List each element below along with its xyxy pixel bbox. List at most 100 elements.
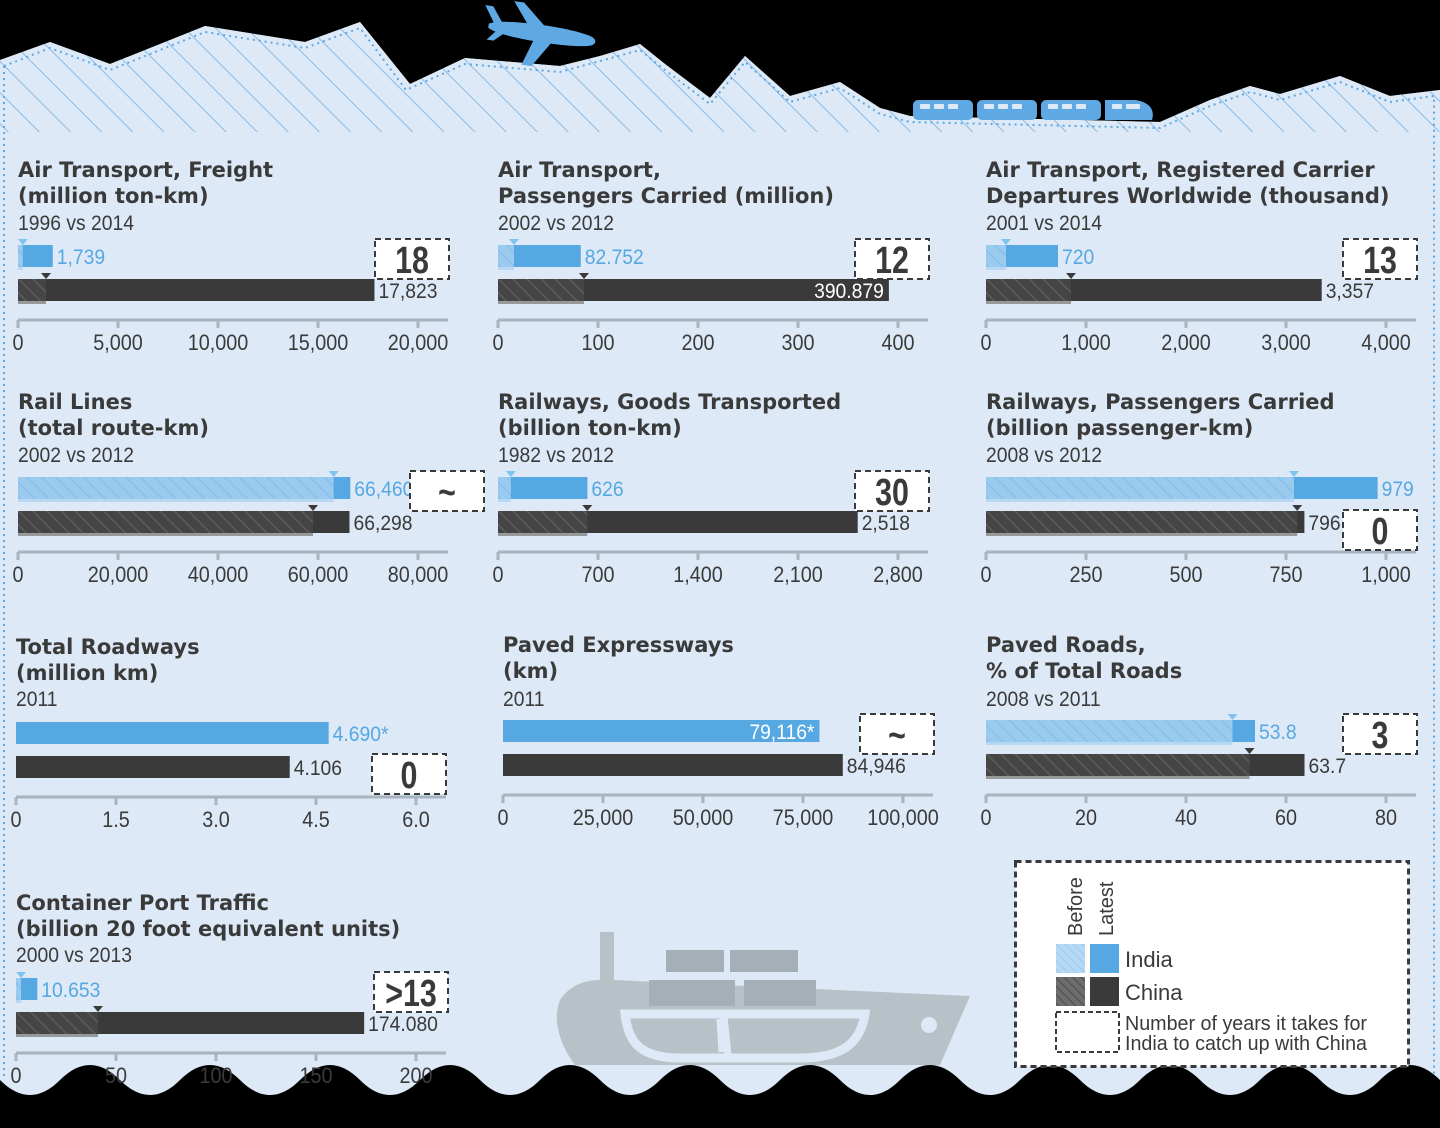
years-to-catch-up-value: ~: [438, 472, 456, 514]
legend-china-before-swatch: [1056, 977, 1085, 1006]
chart-title: Air Transport, Passengers Carried (milli…: [498, 158, 834, 208]
x-tick-label: 700: [581, 563, 614, 587]
china-latest-bar: [498, 511, 858, 533]
x-tick-label: 25,000: [573, 806, 634, 830]
chart-panel: Railways, Passengers Carried (billion pa…: [980, 389, 1436, 614]
china-latest-bar: [18, 279, 375, 301]
chart-title: Paved Expressways (km): [503, 633, 734, 683]
chart-title: Rail Lines (total route-km): [18, 390, 209, 440]
india-before-marker: [328, 471, 339, 477]
india-value-label: 66,460: [354, 478, 413, 501]
bar-chart: 979 796 0 250 500 750 1,000 0: [980, 471, 1418, 587]
x-tick-label: 80: [1375, 806, 1397, 830]
bar-chart: 79,116* 84,946 0 25,000 50,000 75,000 100,000 ~: [497, 713, 939, 830]
legend-years-swatch: [1055, 1011, 1120, 1053]
india-before-overlap: [986, 477, 1294, 499]
years-to-catch-up-badge: 30: [854, 470, 930, 514]
years-to-catch-up-value: ~: [888, 715, 906, 757]
china-value-label: 3,357: [1326, 280, 1374, 303]
x-tick-label: 100,000: [867, 806, 939, 830]
chart-panel: Rail Lines (total route-km) 2002 vs 2012 6…: [12, 389, 485, 614]
years-to-catch-up-badge: 3: [1342, 713, 1418, 757]
china-before-overlap: [498, 511, 588, 533]
x-tick-label: 0: [980, 331, 991, 355]
x-tick-label: 3.0: [202, 808, 230, 832]
x-tick-label: 75,000: [773, 806, 834, 830]
years-to-catch-up-badge: ~: [409, 470, 485, 514]
x-tick-label: 80,000: [388, 563, 449, 587]
bar-chart: 10.653 174.080 0 50 100 150 200 >13: [10, 971, 449, 1088]
bar-chart: 82.752 390.879 0 100 200 300 400 12: [492, 238, 930, 355]
chart-subtitle: 2008 vs 2012: [986, 444, 1103, 467]
china-before-overlap: [986, 511, 1298, 533]
x-tick-label: 20: [1075, 806, 1097, 830]
x-tick-label: 0: [492, 563, 503, 587]
bar-chart: 1,739 17,823 0 5,000 10,000 15,000 20,000 18: [12, 238, 450, 355]
chart-title: Railways, Goods Transported (billion ton…: [498, 390, 842, 440]
mountain-hatch: [0, 22, 1440, 135]
india-value-label: 53.8: [1259, 721, 1297, 744]
india-before-marker: [505, 471, 516, 477]
airplane-icon: [485, 1, 596, 67]
china-before-marker: [1292, 505, 1303, 511]
legend-china-latest-swatch: [1090, 977, 1119, 1006]
india-before-overlap: [498, 245, 514, 267]
years-to-catch-up-badge: >13: [373, 971, 449, 1015]
x-tick-label: 60: [1275, 806, 1297, 830]
x-tick-label: 1,000: [1361, 563, 1411, 587]
china-before-overlap: [16, 1012, 98, 1034]
china-before-marker: [41, 273, 51, 279]
years-to-catch-up-badge: 18: [374, 238, 450, 282]
china-before-overlap: [18, 511, 313, 533]
india-before-marker: [1001, 239, 1011, 245]
years-to-catch-up-badge: ~: [859, 713, 935, 757]
x-tick-label: 0: [10, 808, 21, 832]
x-tick-label: 4,000: [1361, 331, 1411, 355]
years-to-catch-up-badge: 0: [371, 753, 447, 797]
india-value-label: 979: [1382, 478, 1414, 501]
x-tick-label: 300: [781, 331, 814, 355]
x-tick-label: 20,000: [88, 563, 149, 587]
x-tick-label: 50: [105, 1064, 127, 1088]
legend-latest-label: Latest: [1096, 881, 1118, 936]
india-latest-bar: [16, 722, 329, 744]
chart-subtitle: 2002 vs 2012: [498, 212, 615, 235]
china-value-label: 63.7: [1309, 755, 1347, 778]
x-tick-label: 400: [881, 331, 914, 355]
china-value-label: 390.879: [814, 280, 884, 303]
x-tick-label: 60,000: [288, 563, 349, 587]
years-to-catch-up-value: 12: [875, 240, 909, 282]
bar-chart: 720 3,357 0 1,000 2,000 3,000 4,000 13: [980, 238, 1418, 355]
x-tick-label: 1.5: [102, 808, 130, 832]
legend: Before Latest India China Number of year…: [1014, 860, 1410, 1068]
china-value-label: 174.080: [368, 1013, 438, 1036]
china-before-overlap: [498, 279, 584, 301]
chart-panel: Paved Expressways (km) 2011 79,116* 84,946 0…: [497, 632, 953, 857]
x-tick-label: 200: [399, 1064, 432, 1088]
chart-subtitle: 2001 vs 2014: [986, 212, 1103, 235]
india-before-overlap: [986, 720, 1233, 742]
china-before-marker: [582, 505, 593, 511]
chart-panel: Air Transport, Passengers Carried (milli…: [492, 157, 948, 382]
legend-years-note-line2: India to catch up with China: [1125, 1033, 1368, 1055]
years-to-catch-up-value: 30: [875, 472, 909, 514]
legend-india-latest-swatch: [1090, 944, 1119, 973]
india-before-overlap: [498, 477, 511, 499]
chart-panel: Air Transport, Freight (million ton-km) 1…: [12, 157, 468, 382]
china-latest-bar: [498, 279, 889, 301]
legend-years-note-line1: Number of years it takes for: [1125, 1013, 1367, 1035]
india-before-overlap: [16, 978, 21, 1000]
india-value-label: 82.752: [585, 246, 644, 269]
india-latest-bar: [498, 477, 588, 499]
chart-subtitle: 2011: [16, 688, 58, 711]
x-tick-label: 4.5: [302, 808, 330, 832]
bar-chart: 4.690* 4.106 0 1.5 3.0 4.5 6.0 0: [10, 722, 447, 832]
india-latest-bar: [18, 245, 53, 267]
x-tick-label: 1,000: [1061, 331, 1111, 355]
bar-chart: 66,460 66,298 0 20,000 40,000 60,000 80,000 ~: [12, 470, 485, 587]
china-value-label: 2,518: [862, 512, 910, 535]
india-before-overlap: [18, 477, 334, 499]
chart-panel: Railways, Goods Transported (billion ton…: [492, 389, 948, 614]
chart-subtitle: 2008 vs 2011: [986, 688, 1101, 711]
